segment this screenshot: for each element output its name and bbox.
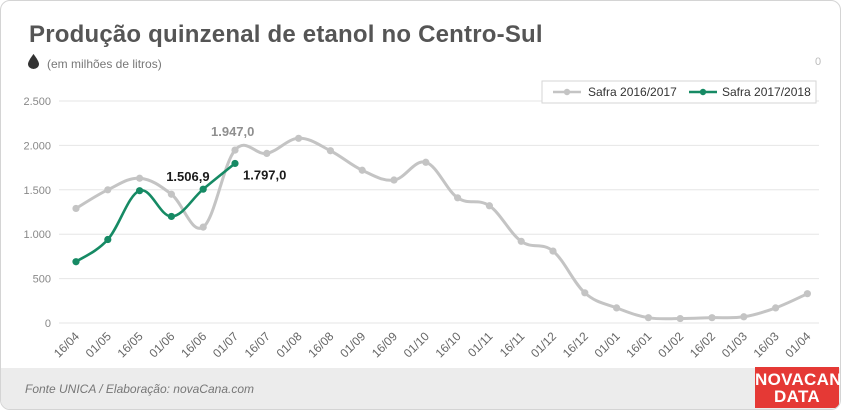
y-tick-label: 2.000 (23, 140, 51, 152)
x-tick-label: 16/08 (305, 329, 336, 360)
x-tick-label: 16/04 (51, 329, 82, 360)
y-tick-label: 1.000 (23, 229, 51, 241)
chart-title: Produção quinzenal de etanol no Centro-S… (29, 21, 543, 48)
y-tick-label: 0 (45, 318, 51, 330)
x-tick-label: 16/07 (242, 329, 273, 360)
series-2016-2017-point (676, 314, 684, 323)
data-label: 1.797,0 (243, 167, 286, 182)
droplet-icon (28, 54, 39, 69)
series-2016-2017-point (167, 190, 175, 198)
series-2016-2017-point (422, 158, 430, 166)
series-2016-2017-line (74, 136, 809, 321)
x-tick-label: 01/04 (782, 329, 813, 360)
legend-label: Safra 2016/2017 (588, 85, 677, 99)
series-2016-2017-point (613, 304, 621, 312)
x-tick-label: 01/09 (337, 329, 368, 360)
series-2016-2017-point (358, 166, 366, 174)
series-2016-2017-point (263, 149, 271, 157)
data-label: 1.506,9 (166, 169, 209, 184)
novacana-data-logo: NOVACANA DATA (755, 367, 841, 408)
legend-marker (699, 88, 707, 96)
legend-marker (563, 88, 571, 96)
logo-line-1: NOVACANA (755, 370, 841, 389)
corner-label: 0 (815, 56, 822, 68)
series-2017-2018-point (104, 235, 112, 244)
series-2016-2017-point (517, 237, 525, 245)
series-2016-2017-point (104, 186, 112, 194)
series-2016-2017-point (72, 204, 80, 213)
logo-line-2: DATA (774, 387, 820, 406)
x-tick-label: 16/01 (623, 329, 654, 360)
series-2016-2017-point (390, 176, 398, 184)
x-tick-label: 16/10 (433, 329, 464, 360)
series-2017-2018-point (199, 185, 207, 193)
y-tick-label: 2.500 (23, 96, 51, 108)
series-2017-2018-line (74, 162, 237, 264)
series-2016-2017-point (772, 304, 780, 312)
x-tick-label: 16/12 (560, 329, 591, 360)
x-tick-label: 16/02 (687, 329, 718, 360)
series-2016-2017-point (326, 147, 334, 155)
series-2016-2017-point (136, 174, 144, 182)
x-tick-label: 01/02 (655, 329, 686, 360)
y-tick-label: 1.500 (23, 185, 51, 197)
series-2017-2018-point (136, 187, 144, 195)
series-2017-2018-point (72, 258, 80, 266)
x-tick-label: 16/06 (178, 329, 209, 360)
series-2016-2017-point (231, 146, 239, 154)
series-2016-2017-point (740, 313, 748, 321)
chart-subtitle: (em milhões de litros) (47, 57, 162, 71)
x-tick-label: 01/10 (401, 329, 432, 360)
x-tick-label: 01/11 (465, 329, 496, 360)
series-2017-2018-point (167, 212, 175, 221)
x-tick-label: 01/03 (719, 329, 750, 360)
y-tick-label: 500 (33, 274, 51, 286)
series-2016-2017-point (581, 289, 589, 297)
legend: Safra 2016/2017 Safra 2017/2018 (541, 80, 817, 104)
x-tick-label: 01/05 (83, 329, 114, 360)
source-note: Fonte UNICA / Elaboração: novaCana.com (25, 382, 255, 396)
series-2016-2017-point (454, 194, 462, 202)
x-tick-label: 01/08 (274, 329, 305, 360)
x-tick-label: 16/09 (369, 329, 400, 360)
data-label: 1.947,0 (211, 124, 254, 139)
series-2017-2018-point (231, 159, 239, 168)
series-2016-2017-point (485, 202, 493, 210)
series-2016-2017-point (708, 314, 716, 322)
x-tick-label: 01/06 (146, 329, 177, 360)
series-2016-2017-point (199, 223, 207, 231)
legend-box (541, 80, 817, 104)
x-tick-label: 16/05 (115, 329, 146, 360)
footer-bar (1, 368, 840, 409)
x-tick-label: 01/01 (592, 329, 623, 360)
x-tick-label: 01/07 (210, 329, 241, 360)
x-tick-label: 01/12 (528, 329, 559, 360)
series-2016-2017-point (295, 134, 303, 142)
x-tick-label: 16/11 (497, 329, 528, 360)
series-2016-2017-point (803, 290, 812, 298)
series-2016-2017-point (549, 247, 557, 255)
series-2016-2017-point (644, 314, 653, 322)
x-tick-label: 16/03 (751, 329, 782, 360)
legend-label: Safra 2017/2018 (722, 85, 811, 99)
